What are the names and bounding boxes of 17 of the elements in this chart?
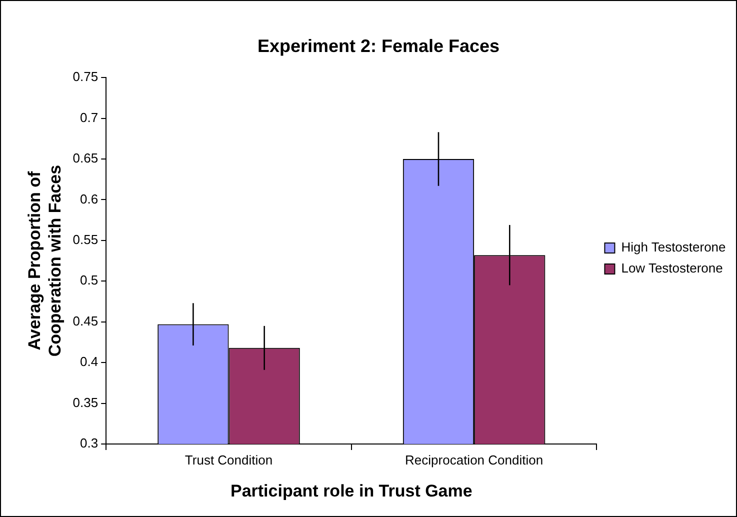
y-tick-label: 0.65 — [72, 150, 98, 166]
x-tick-label: Trust Condition — [184, 452, 273, 468]
y-tick-label: 0.35 — [72, 394, 98, 410]
y-tick-label: 0.4 — [80, 354, 98, 370]
y-tick-label: 0.45 — [72, 313, 98, 328]
x-tick-label: Reciprocation Condition — [405, 452, 544, 468]
y-tick-label: 0.75 — [72, 69, 98, 84]
y-tick-label: 0.6 — [80, 191, 98, 206]
y-tick-label: 0.7 — [80, 110, 98, 125]
y-axis-title: Average Proportion of Cooperation with Faces — [24, 164, 64, 357]
y-tick-label: 0.5 — [80, 272, 98, 288]
legend-label: Low Testosterone — [621, 260, 723, 276]
y-tick-label: 0.3 — [80, 436, 98, 451]
legend-label: High Testosterone — [621, 240, 726, 255]
y-tick-label: 0.55 — [72, 232, 98, 248]
chart-title: Experiment 2: Female Faces — [257, 36, 500, 56]
x-axis-title: Participant role in Trust Game — [230, 481, 472, 500]
